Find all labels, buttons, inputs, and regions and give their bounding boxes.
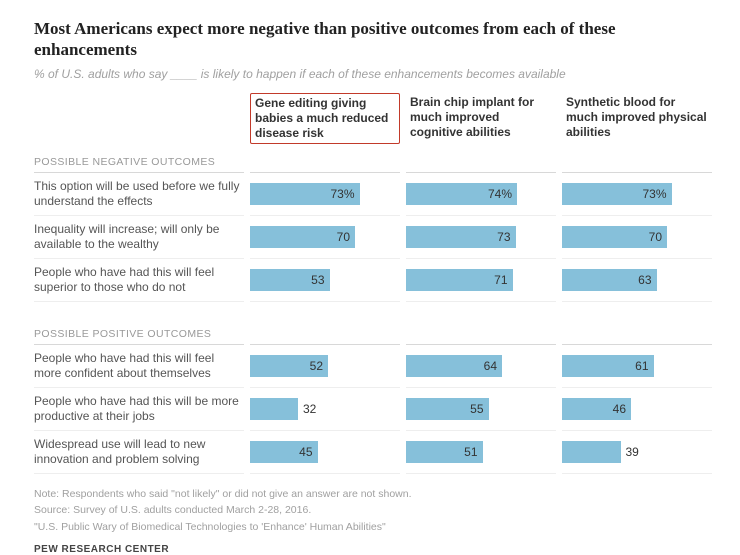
bar: 70 [250, 226, 355, 248]
bar: 73% [562, 183, 672, 205]
column-header-1: Brain chip implant for much improved cog… [406, 93, 556, 148]
section-label: POSSIBLE POSITIVE OUTCOMES [34, 320, 244, 345]
bar-cell: 70 [250, 216, 400, 259]
column-header-2: Synthetic blood for much improved physic… [562, 93, 712, 148]
bar: 53 [250, 269, 330, 291]
bar: 45 [250, 441, 318, 463]
note-line: "U.S. Public Wary of Biomedical Technolo… [34, 519, 706, 536]
chart-title: Most Americans expect more negative than… [34, 18, 706, 61]
bar-cell: 64 [406, 345, 556, 388]
bar-value: 64 [484, 359, 497, 373]
bar-cell: 55 [406, 388, 556, 431]
bar-value: 53 [311, 273, 324, 287]
bar-value: 63 [638, 273, 651, 287]
bar-cell: 74% [406, 173, 556, 216]
bar: 55 [406, 398, 489, 420]
chart-notes: Note: Respondents who said "not likely" … [34, 486, 706, 536]
source-footer: PEW RESEARCH CENTER [34, 544, 706, 555]
bar-value: 55 [470, 402, 483, 416]
bar-value: 45 [299, 445, 312, 459]
bar-value: 46 [613, 402, 626, 416]
bar: 64 [406, 355, 502, 377]
bar: 32 [250, 398, 298, 420]
bar-value: 71 [494, 273, 507, 287]
bar: 70 [562, 226, 667, 248]
bar: 63 [562, 269, 657, 291]
bar-cell: 70 [562, 216, 712, 259]
column-header-0: Gene editing giving babies a much reduce… [250, 93, 400, 144]
bar-cell: 32 [250, 388, 400, 431]
bar-cell: 53 [250, 259, 400, 302]
bar: 61 [562, 355, 654, 377]
bar-cell: 61 [562, 345, 712, 388]
bar-value: 51 [464, 445, 477, 459]
bar-cell: 71 [406, 259, 556, 302]
bar-value: 70 [649, 230, 662, 244]
bar: 73 [406, 226, 516, 248]
bar-value: 39 [621, 445, 639, 459]
bar-value: 74% [488, 187, 512, 201]
note-line: Note: Respondents who said "not likely" … [34, 486, 706, 503]
bar-cell: 73% [562, 173, 712, 216]
bar-value: 73% [330, 187, 354, 201]
row-label: People who have had this will be more pr… [34, 388, 244, 431]
bar: 51 [406, 441, 483, 463]
row-label: Widespread use will lead to new innovati… [34, 431, 244, 474]
bar: 39 [562, 441, 621, 463]
section-label: POSSIBLE NEGATIVE OUTCOMES [34, 148, 244, 173]
bar-value: 52 [310, 359, 323, 373]
bar-value: 70 [337, 230, 350, 244]
chart-subtitle: % of U.S. adults who say ____ is likely … [34, 67, 706, 81]
chart-grid: Gene editing giving babies a much reduce… [34, 93, 706, 474]
bar-cell: 51 [406, 431, 556, 474]
bar: 73% [250, 183, 360, 205]
bar: 46 [562, 398, 631, 420]
note-line: Source: Survey of U.S. adults conducted … [34, 502, 706, 519]
row-label: This option will be used before we fully… [34, 173, 244, 216]
bar-cell: 39 [562, 431, 712, 474]
bar-value: 73 [497, 230, 510, 244]
bar-value: 32 [298, 402, 316, 416]
bar-cell: 73% [250, 173, 400, 216]
row-label: Inequality will increase; will only be a… [34, 216, 244, 259]
row-label: People who have had this will feel more … [34, 345, 244, 388]
bar: 71 [406, 269, 513, 291]
bar-cell: 45 [250, 431, 400, 474]
bar-value: 73% [642, 187, 666, 201]
row-label: People who have had this will feel super… [34, 259, 244, 302]
bar-value: 61 [635, 359, 648, 373]
bar-cell: 52 [250, 345, 400, 388]
bar-cell: 73 [406, 216, 556, 259]
bar: 52 [250, 355, 328, 377]
bar-cell: 63 [562, 259, 712, 302]
bar-cell: 46 [562, 388, 712, 431]
bar: 74% [406, 183, 517, 205]
